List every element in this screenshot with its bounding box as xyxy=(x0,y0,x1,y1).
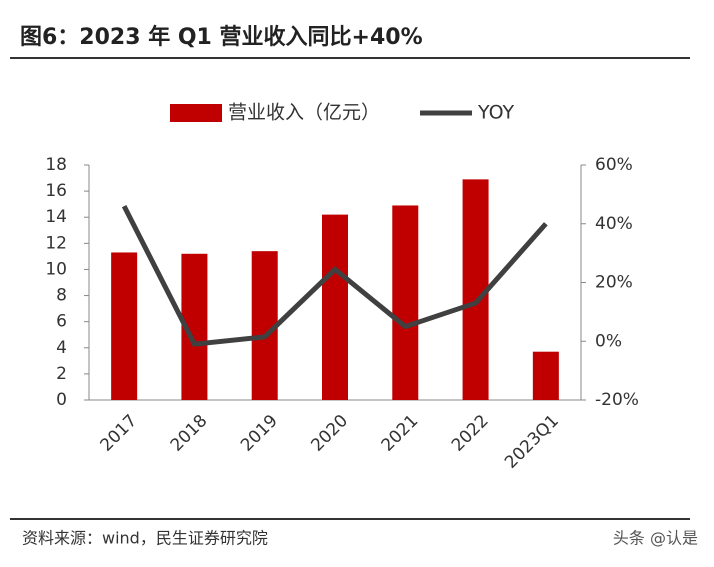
x-tick-label: 2020 xyxy=(307,411,352,456)
legend-swatch xyxy=(170,104,222,122)
y-tick-label: 0 xyxy=(56,390,67,410)
x-tick-label: 2019 xyxy=(237,411,282,456)
y-tick-label: 18 xyxy=(45,155,67,175)
bar xyxy=(322,214,348,400)
y-tick-label: 2 xyxy=(56,364,67,384)
line xyxy=(121,204,548,347)
y-tick-label: 6 xyxy=(56,312,67,332)
y2-tick-label: 0% xyxy=(595,331,622,351)
y-tick-label: 12 xyxy=(45,233,67,253)
y-tick-label: 16 xyxy=(45,181,67,201)
y-tick-label: 14 xyxy=(45,207,67,227)
x-tick-label: 2022 xyxy=(448,411,493,456)
y2-tick-label: 40% xyxy=(595,214,633,234)
y-tick-label: 10 xyxy=(45,259,67,279)
x-tick-label: 2017 xyxy=(96,411,141,456)
x-tick-label: 2023Q1 xyxy=(501,411,563,473)
legend-label: YOY xyxy=(477,102,514,124)
source-note: 资料来源：wind，民生证券研究院 xyxy=(22,529,268,548)
bar xyxy=(111,252,138,400)
watermark: 头条 @认是 xyxy=(613,529,698,548)
chart-title: 图6：2023 年 Q1 营业收入同比+40% xyxy=(20,24,423,50)
bar xyxy=(392,205,419,400)
x-tick-label: 2021 xyxy=(378,411,423,456)
y-tick-label: 8 xyxy=(56,286,67,306)
bar xyxy=(532,351,559,400)
y2-tick-label: 60% xyxy=(595,155,633,175)
legend-label: 营业收入（亿元） xyxy=(228,102,380,124)
y2-tick-label: 20% xyxy=(595,273,633,293)
y-tick-label: 4 xyxy=(56,338,67,358)
y2-tick-label: -20% xyxy=(595,390,639,410)
x-tick-label: 2018 xyxy=(167,411,212,456)
